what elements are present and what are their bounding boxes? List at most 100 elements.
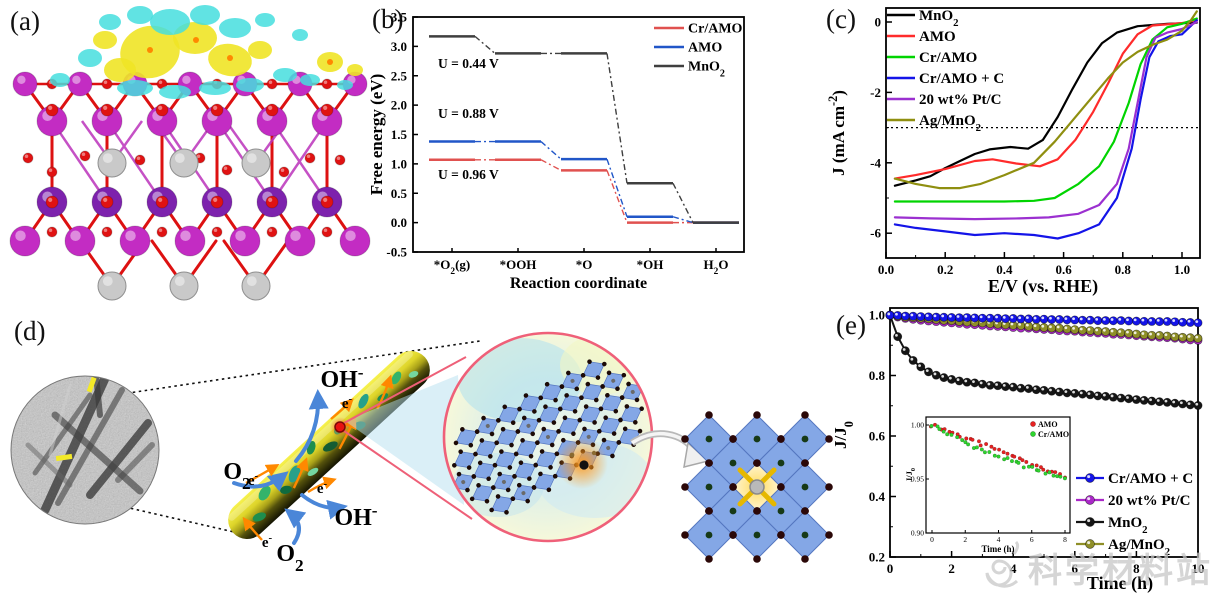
zoom-connector-lines: [114, 340, 481, 533]
svg-text:4: 4: [1010, 561, 1017, 576]
series-Cr/AMO + C: [893, 19, 1198, 240]
svg-text:0.8: 0.8: [869, 368, 886, 383]
svg-text:Cr/AMO + C: Cr/AMO + C: [919, 71, 1004, 87]
o2-bottom-label: O2: [276, 541, 303, 575]
svg-text:3.0: 3.0: [391, 39, 407, 54]
svg-text:Reaction coordinate: Reaction coordinate: [510, 275, 647, 292]
tem-marker-1: [86, 376, 97, 393]
series-Cr/AMO: [893, 17, 1198, 203]
svg-text:0.4: 0.4: [996, 262, 1013, 277]
svg-text:0.2: 0.2: [869, 550, 885, 565]
svg-text:6: 6: [1030, 535, 1034, 544]
svg-text:10: 10: [1192, 561, 1205, 576]
series-MnO₂: [885, 310, 1203, 410]
panel-b-free-energy-chart: -0.5 0.0 0.5 1.0 1.5 2.0 2.5 3.0 3.5 *O2(g) *OOH *O…: [367, 10, 745, 292]
panel-e-label: (e): [836, 310, 866, 340]
svg-text:2.5: 2.5: [391, 68, 408, 83]
svg-text:Ag/MnO2: Ag/MnO2: [919, 113, 981, 134]
svg-text:Cr/AMO + C: Cr/AMO + C: [1108, 471, 1193, 487]
rotate-arrow: [630, 430, 710, 469]
svg-text:Free energy (eV): Free energy (eV): [367, 74, 386, 195]
svg-text:-6: -6: [870, 226, 881, 241]
svg-text:Time (h): Time (h): [1087, 573, 1153, 594]
magnifier-cone: [345, 375, 464, 505]
annotation-0: U = 0.44 V: [438, 56, 499, 71]
svg-text:*O: *O: [576, 257, 593, 272]
tem-image: [10, 375, 160, 525]
svg-text:0.8: 0.8: [1115, 262, 1132, 277]
svg-text:AMO: AMO: [919, 29, 956, 45]
svg-text:0.6: 0.6: [1055, 262, 1072, 277]
svg-text:4: 4: [997, 535, 1001, 544]
svg-text:MnO2: MnO2: [688, 60, 725, 80]
svg-text:Cr/AMO: Cr/AMO: [919, 50, 977, 66]
inset-series-Cr/AMO: [929, 423, 1067, 481]
svg-text:0: 0: [887, 561, 894, 576]
free-energy-plot: -0.5 0.0 0.5 1.0 1.5 2.0 2.5 3.0 3.5 *O2(g) *OOH *O…: [367, 10, 745, 292]
electron-label-1: e-: [248, 470, 259, 489]
svg-text:0.5: 0.5: [391, 186, 408, 201]
svg-text:J/J0: J/J0: [831, 421, 856, 449]
svg-text:*OOH: *OOH: [500, 257, 537, 272]
svg-text:2.0: 2.0: [391, 98, 407, 113]
svg-text:0.95: 0.95: [911, 475, 924, 484]
svg-text:E/V (vs. RHE): E/V (vs. RHE): [988, 276, 1098, 297]
panel-a-dft-structure: [9, 5, 371, 301]
svg-text:AMO: AMO: [1038, 420, 1058, 429]
magnified-lattice-view: [442, 331, 654, 543]
svg-text:-2: -2: [870, 85, 881, 100]
svg-text:-4: -4: [870, 155, 881, 170]
active-site-dot: [334, 421, 346, 433]
svg-text:1.0: 1.0: [869, 308, 885, 323]
charge-density-isosurfaces: [50, 5, 363, 99]
panel-e-stability-chart: 0 2 4 6 8 10 0.2 0.4 0.6 0.8 1.0 Cr/AMO + C 20 wt% P…: [831, 307, 1205, 594]
svg-text:20 wt% Pt/C: 20 wt% Pt/C: [1108, 493, 1191, 509]
svg-text:1.0: 1.0: [1174, 262, 1190, 277]
svg-text:AMO: AMO: [688, 41, 722, 56]
svg-text:8: 8: [1063, 535, 1067, 544]
defect-atom: [579, 460, 589, 470]
panel-c-label: (c): [826, 4, 856, 34]
svg-text:2: 2: [963, 535, 967, 544]
tem-marker-2: [55, 453, 73, 462]
series-Ag/MnO₂: [885, 310, 1203, 343]
tunnel-structure-cell: [681, 411, 833, 563]
panel-a-label: (a): [10, 6, 40, 36]
svg-text:3.5: 3.5: [391, 10, 408, 25]
svg-text:*O2(g): *O2(g): [434, 257, 470, 277]
svg-text:-0.5: -0.5: [386, 245, 407, 260]
svg-text:0.4: 0.4: [869, 489, 886, 504]
series-Cr/AMO + C: [885, 310, 1203, 328]
svg-text:1.00: 1.00: [911, 421, 924, 430]
svg-text:Cr/AMO: Cr/AMO: [688, 22, 743, 37]
annotation-1: U = 0.88 V: [438, 106, 499, 121]
svg-text:Time (h): Time (h): [981, 544, 1014, 554]
svg-text:0.90: 0.90: [911, 529, 924, 538]
svg-text:0: 0: [930, 535, 934, 544]
panel-b-label: (b): [372, 4, 404, 34]
svg-text:8: 8: [1133, 561, 1140, 576]
svg-text:*OH: *OH: [637, 257, 664, 272]
svg-text:6: 6: [1072, 561, 1079, 576]
series-Ag/MnO₂: [893, 10, 1198, 190]
magnifier-lines: [343, 356, 473, 520]
svg-text:0.6: 0.6: [869, 429, 886, 444]
electron-label-3: e-: [317, 478, 328, 497]
annotation-2: U = 0.96 V: [438, 167, 499, 182]
legend: Cr/AMO AMO MnO2: [654, 22, 743, 80]
svg-text:1.0: 1.0: [391, 156, 407, 171]
svg-text:MnO2: MnO2: [1108, 515, 1148, 536]
svg-text:0.0: 0.0: [391, 215, 407, 230]
series-AMO: [893, 19, 1198, 180]
tem-nanorods: [25, 376, 155, 515]
oh-bottom-label: OH-: [334, 501, 377, 532]
svg-text:2: 2: [948, 561, 955, 576]
svg-text:0.2: 0.2: [937, 262, 953, 277]
o2-left-label: O2: [223, 459, 250, 493]
